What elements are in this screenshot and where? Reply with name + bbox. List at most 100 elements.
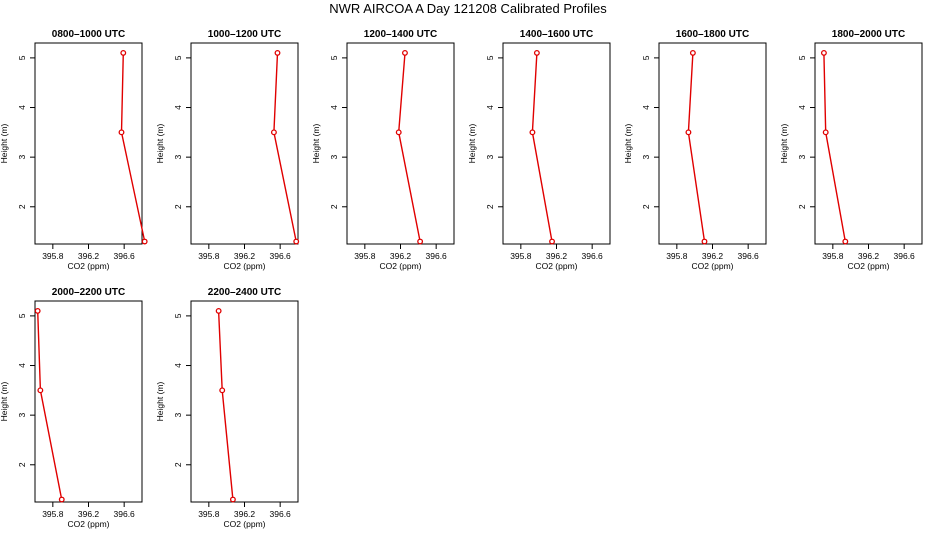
y-tick-label: 4: [797, 105, 807, 110]
x-tick-label: 396.2: [78, 251, 100, 261]
data-point: [529, 129, 536, 136]
y-tick-label: 5: [797, 55, 807, 60]
profile-panel: 2000–2200 UTC 395.8 396.2 396.6 CO2 (ppm) 2 3 4…: [0, 287, 143, 529]
y-tick-label: 4: [17, 105, 27, 110]
panel-title: 0800–1000 UTC: [52, 29, 125, 40]
profile-line: [217, 310, 234, 500]
y-tick-label: 3: [329, 155, 339, 160]
y-tick-label: 5: [329, 55, 339, 60]
y-tick-label: 3: [485, 155, 495, 160]
data-point: [219, 387, 226, 394]
x-tick-label: 395.8: [354, 251, 376, 261]
y-tick-label: 5: [641, 55, 651, 60]
panel-title: 2200–2400 UTC: [208, 287, 281, 298]
y-axis-label: Height (m): [155, 382, 165, 422]
x-tick-label: 395.8: [666, 251, 688, 261]
x-axis-label: CO2 (ppm): [379, 261, 421, 271]
y-tick-label: 4: [173, 363, 183, 368]
x-tick-label: 396.6: [114, 509, 136, 519]
plot-frame: [502, 42, 611, 245]
plot-frame: [34, 300, 143, 503]
data-point: [417, 238, 424, 245]
y-tick-label: 3: [797, 155, 807, 160]
y-axis-label: Height (m): [623, 124, 633, 164]
panel-grid: 0800–1000 UTC 395.8 396.2 396.6 CO2 (ppm) 2 3 4…: [0, 29, 923, 529]
y-axis-label: Height (m): [311, 124, 321, 164]
x-tick-label: 396.6: [270, 251, 292, 261]
x-tick-label: 396.6: [114, 251, 136, 261]
data-point: [274, 49, 281, 56]
y-axis-label: Height (m): [467, 124, 477, 164]
y-tick-label: 4: [329, 105, 339, 110]
data-point: [118, 129, 125, 136]
x-tick-label: 396.2: [546, 251, 568, 261]
x-axis-label: CO2 (ppm): [535, 261, 577, 271]
plot-frame: [814, 42, 923, 245]
x-tick-label: 396.2: [858, 251, 880, 261]
data-point: [141, 238, 148, 245]
data-point: [685, 129, 692, 136]
profile-line: [823, 52, 846, 242]
y-tick-label: 2: [173, 462, 183, 467]
profile-panel: 1600–1800 UTC 395.8 396.2 396.6 CO2 (ppm) 2 3 4…: [623, 29, 767, 271]
y-tick-label: 2: [485, 204, 495, 209]
x-tick-label: 395.8: [42, 251, 64, 261]
x-tick-label: 395.8: [198, 251, 220, 261]
profile-panel: 1400–1600 UTC 395.8 396.2 396.6 CO2 (ppm) 2 3 4…: [467, 29, 611, 271]
x-axis-label: CO2 (ppm): [223, 519, 265, 529]
y-tick-label: 5: [173, 55, 183, 60]
data-point: [402, 49, 408, 56]
y-axis-label: Height (m): [0, 382, 9, 422]
y-tick-label: 4: [173, 105, 183, 110]
profile-line: [531, 52, 553, 242]
x-axis-label: CO2 (ppm): [223, 261, 265, 271]
profile-line: [273, 52, 297, 242]
y-tick-label: 5: [17, 55, 27, 60]
y-axis-label: Height (m): [779, 124, 789, 164]
x-tick-label: 396.2: [234, 251, 256, 261]
data-point: [293, 238, 300, 245]
y-axis-label: Height (m): [0, 124, 9, 164]
plot-frame: [190, 300, 299, 503]
y-tick-label: 5: [485, 55, 495, 60]
x-tick-label: 395.8: [510, 251, 532, 261]
y-tick-label: 3: [17, 155, 27, 160]
profile-panel: 1200–1400 UTC 395.8 396.2 396.6 CO2 (ppm) 2 3 4…: [311, 29, 455, 271]
profile-line: [687, 52, 706, 242]
y-tick-label: 4: [641, 105, 651, 110]
data-point: [842, 238, 849, 245]
plot-frame: [658, 42, 767, 245]
x-tick-label: 396.6: [270, 509, 292, 519]
y-tick-label: 2: [641, 204, 651, 209]
x-tick-label: 395.8: [822, 251, 844, 261]
x-axis-label: CO2 (ppm): [691, 261, 733, 271]
x-axis-label: CO2 (ppm): [67, 519, 109, 529]
y-tick-label: 2: [17, 462, 27, 467]
profile-line: [37, 310, 63, 500]
profile-panel: 1800–2000 UTC 395.8 396.2 396.6 CO2 (ppm) 2 3 4…: [779, 29, 923, 271]
x-tick-label: 396.6: [582, 251, 604, 261]
profile-panel: 1000–1200 UTC 395.8 396.2 396.6 CO2 (ppm) 2 3 4…: [155, 29, 300, 271]
y-tick-label: 3: [641, 155, 651, 160]
x-tick-label: 395.8: [198, 509, 220, 519]
y-tick-label: 2: [17, 204, 27, 209]
panel-title: 1600–1800 UTC: [676, 29, 749, 40]
profile-panel: 0800–1000 UTC 395.8 396.2 396.6 CO2 (ppm) 2 3 4…: [0, 29, 148, 271]
data-point: [701, 238, 708, 245]
x-axis-label: CO2 (ppm): [847, 261, 889, 271]
panel-title: 1800–2000 UTC: [832, 29, 905, 40]
data-point: [689, 49, 696, 56]
x-tick-label: 396.6: [738, 251, 760, 261]
data-point: [270, 129, 277, 136]
x-tick-label: 395.8: [42, 509, 64, 519]
data-point: [37, 387, 44, 394]
x-tick-label: 396.6: [426, 251, 448, 261]
panel-title: 1400–1600 UTC: [520, 29, 593, 40]
data-point: [229, 496, 236, 503]
y-axis-label: Height (m): [155, 124, 165, 164]
x-tick-label: 396.2: [390, 251, 412, 261]
profile-panel: 2200–2400 UTC 395.8 396.2 396.6 CO2 (ppm) 2 3 4…: [155, 287, 299, 529]
y-tick-label: 4: [17, 363, 27, 368]
plot-frame: [190, 42, 299, 245]
y-tick-label: 3: [17, 413, 27, 418]
